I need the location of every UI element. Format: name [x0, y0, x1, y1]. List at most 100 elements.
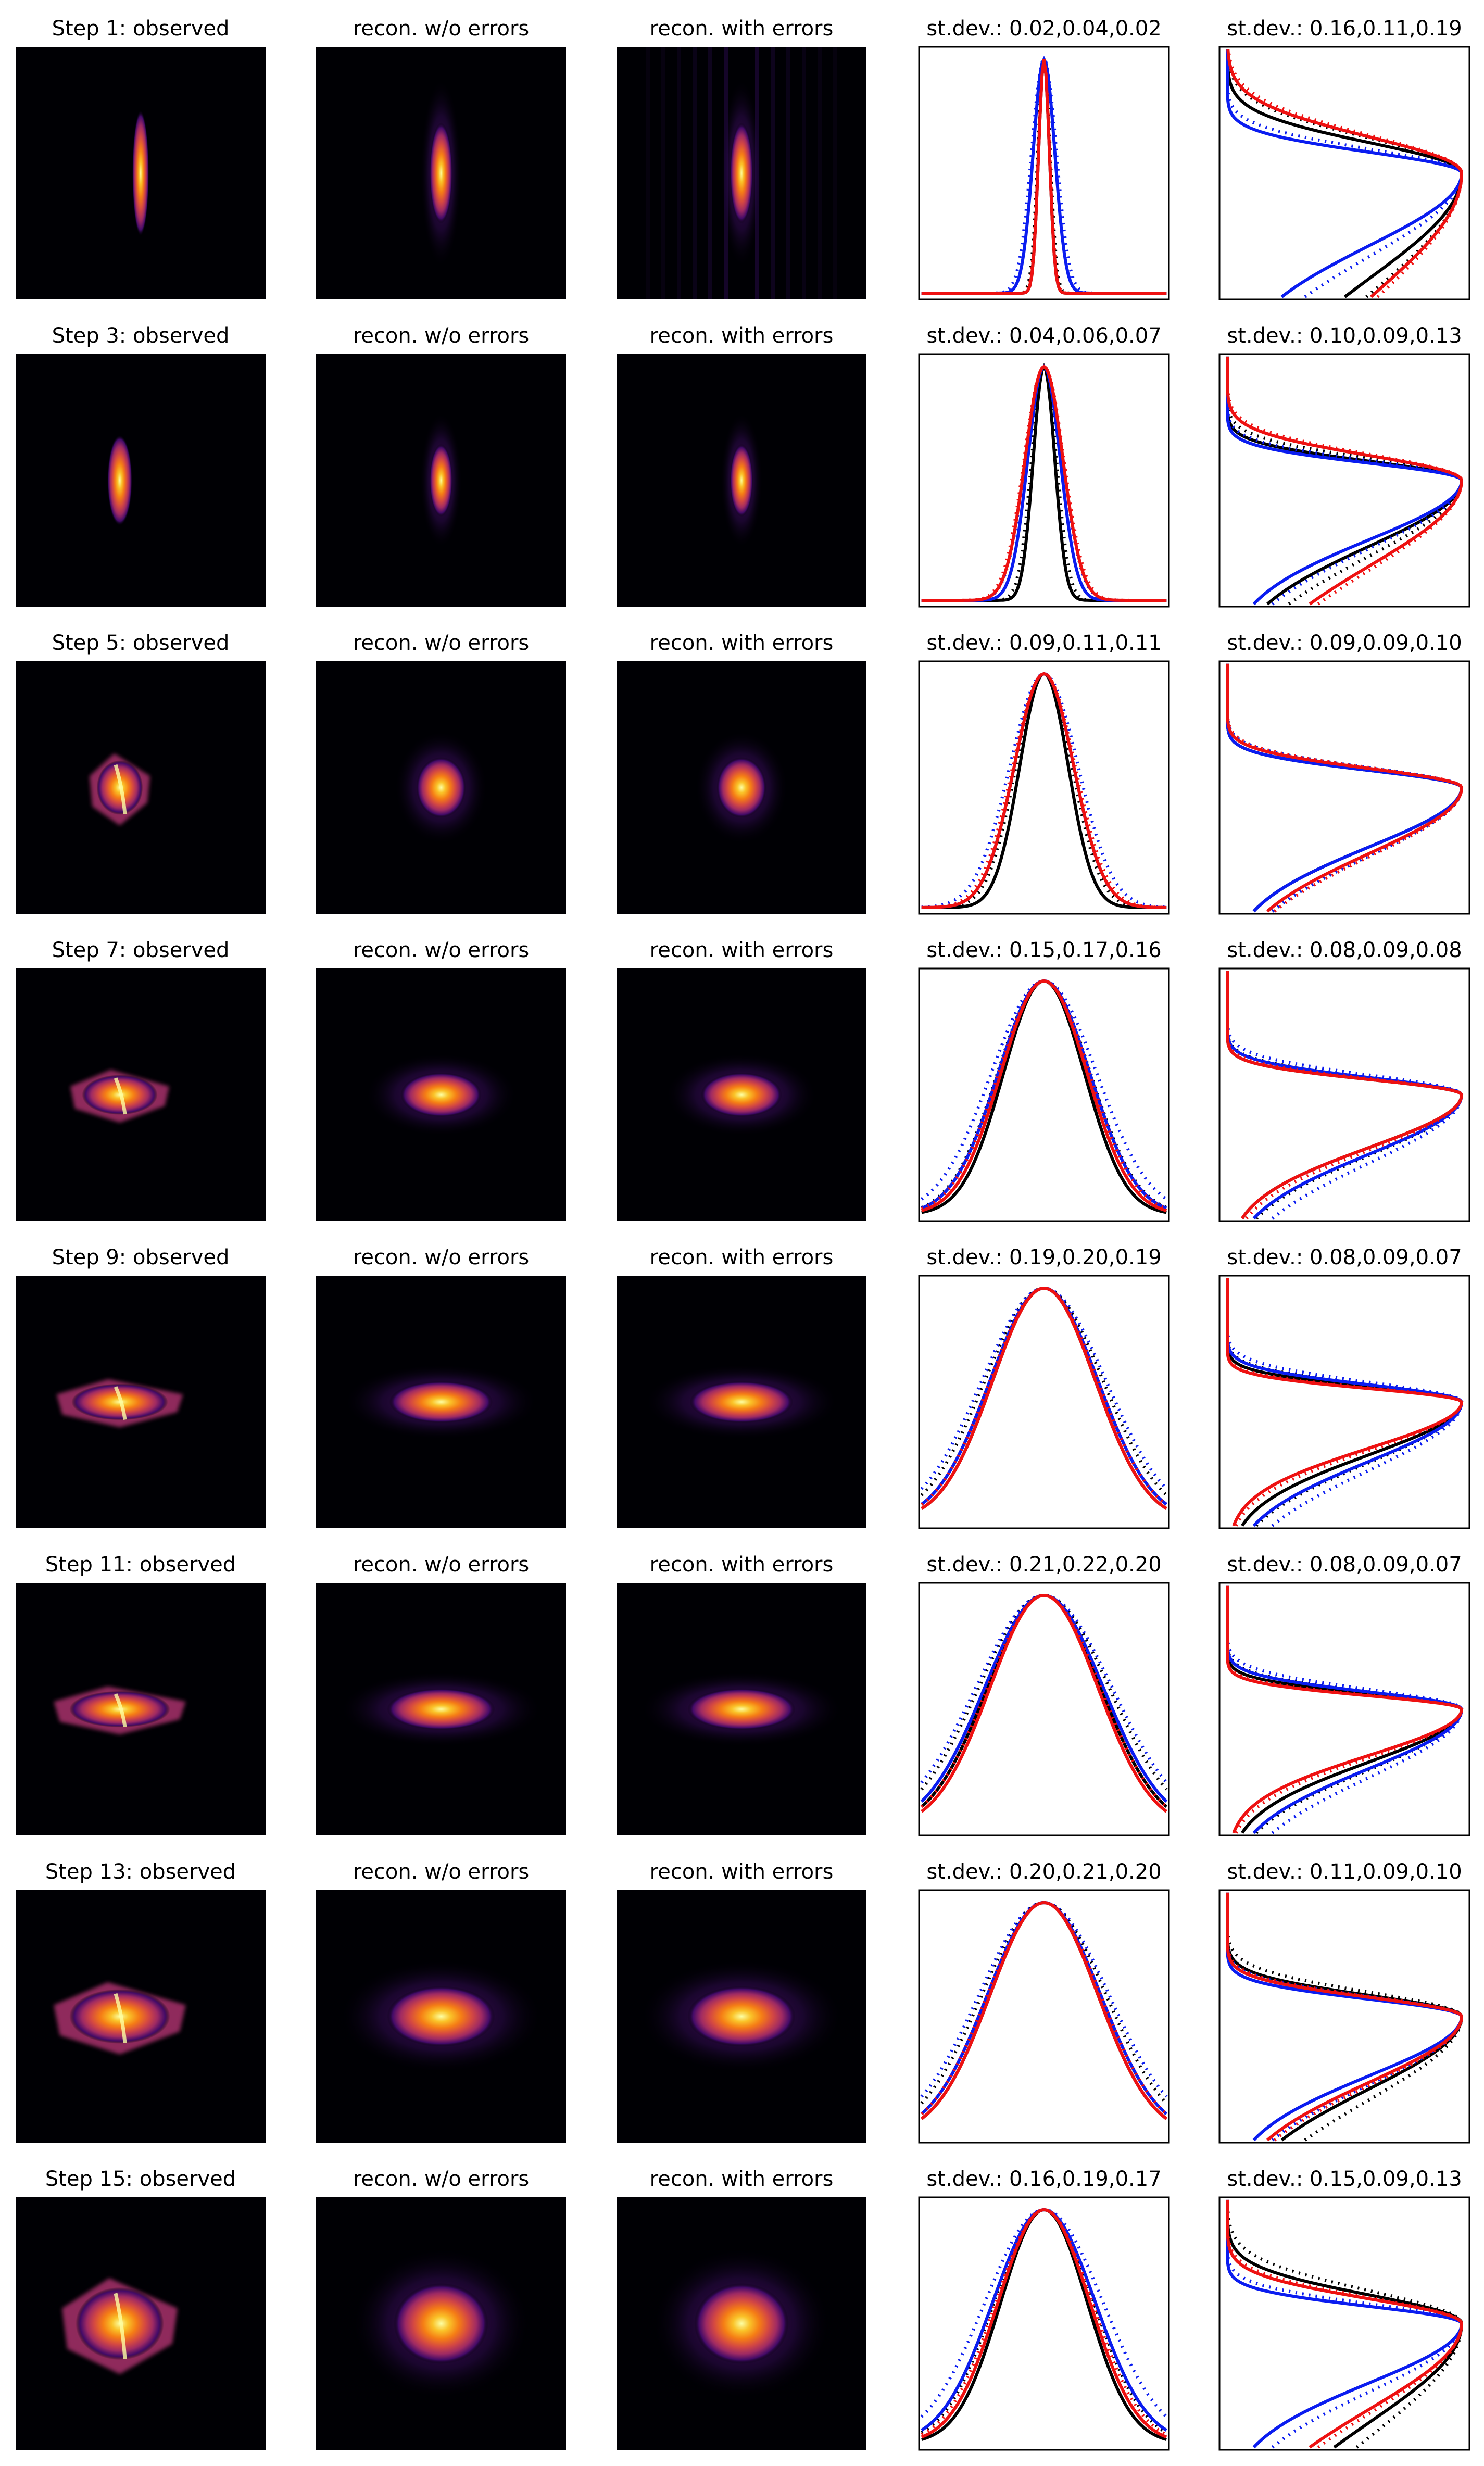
profile-curve-black-dotted — [1226, 49, 1464, 298]
profile-curve-red-dotted — [1226, 2199, 1464, 2449]
panel-title-observed: Step 1: observed — [52, 17, 230, 41]
panel-title-observed: Step 15: observed — [45, 2167, 236, 2191]
panel-title-observed: Step 7: observed — [52, 938, 230, 962]
panel-title-stdev-vertical: st.dev.: 0.10,0.09,0.13 — [1227, 324, 1462, 348]
panel-title-recon-without-errors: recon. w/o errors — [353, 1860, 529, 1884]
row-7: Step 13: observed recon. w/o errors recon.… — [16, 1860, 1470, 2144]
heatmap-image — [639, 1959, 844, 2073]
panel-title-recon-without-errors: recon. w/o errors — [353, 2167, 529, 2191]
panel-title-stdev-vertical: st.dev.: 0.08,0.09,0.08 — [1227, 938, 1462, 962]
heatmap-image — [62, 2278, 178, 2374]
panel-title-recon-with-errors: recon. with errors — [650, 17, 834, 41]
profile-curve-red — [1226, 1585, 1464, 1834]
heatmap-image — [56, 1379, 183, 1427]
profile-plot-frame — [918, 46, 1170, 300]
heatmap-image — [89, 753, 150, 826]
heatmap-image — [132, 110, 149, 236]
panel-title-recon-without-errors: recon. w/o errors — [353, 1245, 529, 1269]
panel-grid: Step 1: observed recon. w/o errors recon. … — [16, 17, 1470, 2451]
heatmap-image — [107, 435, 132, 526]
heatmap-image — [364, 1053, 518, 1137]
profile-curve-blue-dotted — [921, 979, 1167, 1201]
heatmap-image — [720, 412, 763, 549]
heatmap-image — [54, 1686, 186, 1734]
row-8: Step 15: observed recon. w/o errors recon.… — [16, 2167, 1470, 2451]
heatmap-image — [639, 1671, 844, 1747]
profile-curve-red — [920, 1901, 1168, 2120]
heatmap-image — [695, 731, 788, 845]
row-2: Step 3: observed recon. w/o errors recon. … — [16, 324, 1470, 608]
profile-curve-red — [921, 364, 1167, 602]
profile-curve-red — [1226, 49, 1464, 298]
panel-title-recon-with-errors: recon. with errors — [650, 938, 834, 962]
profile-curve-red — [1226, 356, 1464, 606]
panel-title-observed: Step 11: observed — [45, 1553, 236, 1577]
panel-title-stdev-horizontal: st.dev.: 0.15,0.17,0.16 — [926, 938, 1161, 962]
panel-title-recon-without-errors: recon. w/o errors — [353, 324, 529, 348]
panel-title-stdev-vertical: st.dev.: 0.15,0.09,0.13 — [1227, 2167, 1462, 2191]
profile-curve-red-dotted — [1226, 356, 1464, 606]
profile-curve-red-dotted — [921, 672, 1167, 909]
profile-curve-red — [921, 672, 1167, 909]
panel-title-stdev-horizontal: st.dev.: 0.02,0.04,0.02 — [926, 17, 1161, 41]
heatmap-image — [644, 1364, 839, 1440]
profile-curve-red — [1226, 1278, 1464, 1527]
panel-title-recon-with-errors: recon. with errors — [650, 2167, 834, 2191]
panel-title-observed: Step 3: observed — [52, 324, 230, 348]
heatmap-image — [420, 412, 462, 549]
panel-title-recon-with-errors: recon. with errors — [650, 324, 834, 348]
panel-title-stdev-vertical: st.dev.: 0.08,0.09,0.07 — [1227, 1245, 1462, 1269]
profile-plot-frame — [1218, 660, 1470, 915]
panel-title-stdev-horizontal: st.dev.: 0.21,0.22,0.20 — [926, 1553, 1161, 1577]
heatmap-image — [70, 1070, 170, 1123]
row-1: Step 1: observed recon. w/o errors recon. … — [16, 17, 1470, 300]
panel-title-recon-with-errors: recon. with errors — [650, 1245, 834, 1269]
heatmap-background — [16, 354, 266, 607]
profile-curve-red — [1226, 971, 1464, 1219]
heatmap-image — [54, 1982, 186, 2055]
row-3: Step 5: observed recon. w/o errors recon. … — [16, 631, 1470, 915]
panel-title-recon-without-errors: recon. w/o errors — [353, 938, 529, 962]
profile-plot-frame — [1218, 1582, 1470, 1836]
profile-plot-frame — [918, 353, 1170, 608]
profile-curve-red — [921, 59, 1167, 295]
panel-title-recon-without-errors: recon. w/o errors — [353, 631, 529, 655]
profile-curve-red — [921, 1286, 1167, 1510]
heatmap-image — [339, 1959, 543, 2073]
panel-title-observed: Step 5: observed — [52, 631, 230, 655]
panel-title-stdev-vertical: st.dev.: 0.09,0.09,0.10 — [1227, 631, 1462, 655]
panel-title-stdev-vertical: st.dev.: 0.11,0.09,0.10 — [1227, 1860, 1462, 1884]
profile-plot-frame — [1218, 1275, 1470, 1529]
heatmap-image — [646, 47, 837, 299]
row-5: Step 9: observed recon. w/o errors recon. … — [16, 1245, 1470, 1529]
heatmap-image — [665, 1053, 818, 1137]
panel-title-recon-without-errors: recon. w/o errors — [353, 1553, 529, 1577]
heatmap-image — [652, 2248, 831, 2399]
panel-title-observed: Step 9: observed — [52, 1245, 230, 1269]
profile-curve-red — [1226, 2199, 1464, 2449]
heatmap-image — [339, 1671, 543, 1747]
profile-plot-frame — [918, 1889, 1170, 2144]
panel-title-stdev-horizontal: st.dev.: 0.16,0.19,0.17 — [926, 2167, 1161, 2191]
panel-title-recon-without-errors: recon. w/o errors — [353, 17, 529, 41]
profile-plot-frame — [918, 1275, 1170, 1529]
profile-curve-red — [921, 2208, 1167, 2439]
heatmap-image — [420, 78, 462, 268]
panel-title-recon-with-errors: recon. with errors — [650, 631, 834, 655]
panel-title-stdev-horizontal: st.dev.: 0.04,0.06,0.07 — [926, 324, 1161, 348]
panel-title-stdev-horizontal: st.dev.: 0.19,0.20,0.19 — [926, 1245, 1161, 1269]
profile-plot-frame — [918, 660, 1170, 915]
panel-title-stdev-horizontal: st.dev.: 0.09,0.11,0.11 — [926, 631, 1161, 655]
profile-curve-red — [1226, 663, 1464, 913]
profile-plot-frame — [1218, 46, 1470, 300]
profile-plot-frame — [1218, 2196, 1470, 2451]
panel-title-stdev-horizontal: st.dev.: 0.20,0.21,0.20 — [926, 1860, 1161, 1884]
heatmap-image — [394, 731, 488, 845]
heatmap-image — [343, 1364, 539, 1440]
panel-title-observed: Step 13: observed — [45, 1860, 236, 1884]
panel-title-recon-with-errors: recon. with errors — [650, 1553, 834, 1577]
profile-curve-red — [921, 979, 1167, 1212]
profile-plot-frame — [1218, 967, 1470, 1222]
row-6: Step 11: observed recon. w/o errors recon.… — [16, 1553, 1470, 1836]
